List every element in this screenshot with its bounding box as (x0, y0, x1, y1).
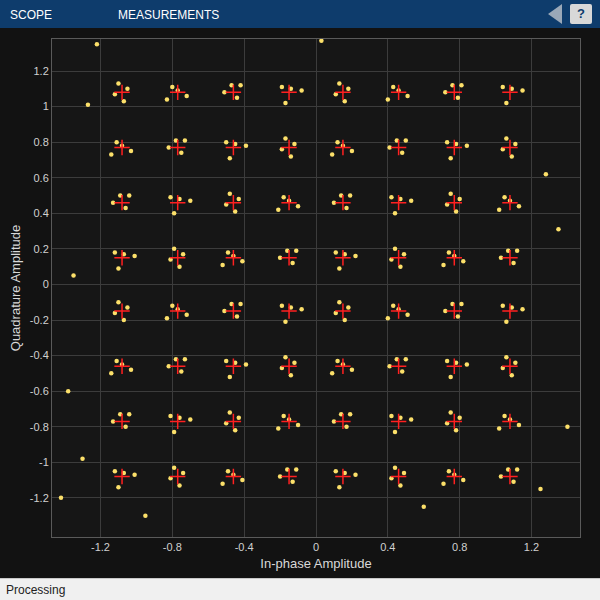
svg-text:1.2: 1.2 (524, 541, 539, 553)
svg-text:0.8: 0.8 (34, 136, 49, 148)
svg-text:-1.2: -1.2 (91, 541, 110, 553)
svg-text:In-phase Amplitude: In-phase Amplitude (260, 556, 371, 571)
svg-text:-0.2: -0.2 (30, 314, 49, 326)
svg-text:-0.4: -0.4 (30, 349, 49, 361)
svg-text:-0.8: -0.8 (30, 421, 49, 433)
svg-text:0.6: 0.6 (34, 172, 49, 184)
svg-text:0.2: 0.2 (34, 243, 49, 255)
html-text:Processing: Processing (6, 583, 66, 597)
svg-text:Quadrature Amplitude: Quadrature Amplitude (8, 225, 23, 351)
svg-text:-1: -1 (39, 456, 49, 468)
svg-text:-1.2: -1.2 (30, 492, 49, 504)
svg-text:0.8: 0.8 (452, 541, 467, 553)
svg-text:-0.8: -0.8 (163, 541, 182, 553)
svg-text:-0.4: -0.4 (235, 541, 254, 553)
svg-text:0: 0 (313, 541, 319, 553)
svg-text:1: 1 (43, 100, 49, 112)
svg-text:0: 0 (43, 278, 49, 290)
html-text:SCOPE: SCOPE (10, 8, 52, 22)
svg-text:0.4: 0.4 (380, 541, 395, 553)
svg-text:1.2: 1.2 (34, 65, 49, 77)
html-text:MEASUREMENTS: MEASUREMENTS (118, 8, 220, 22)
svg-text:0.4: 0.4 (34, 207, 49, 219)
svg-text:-0.6: -0.6 (30, 385, 49, 397)
